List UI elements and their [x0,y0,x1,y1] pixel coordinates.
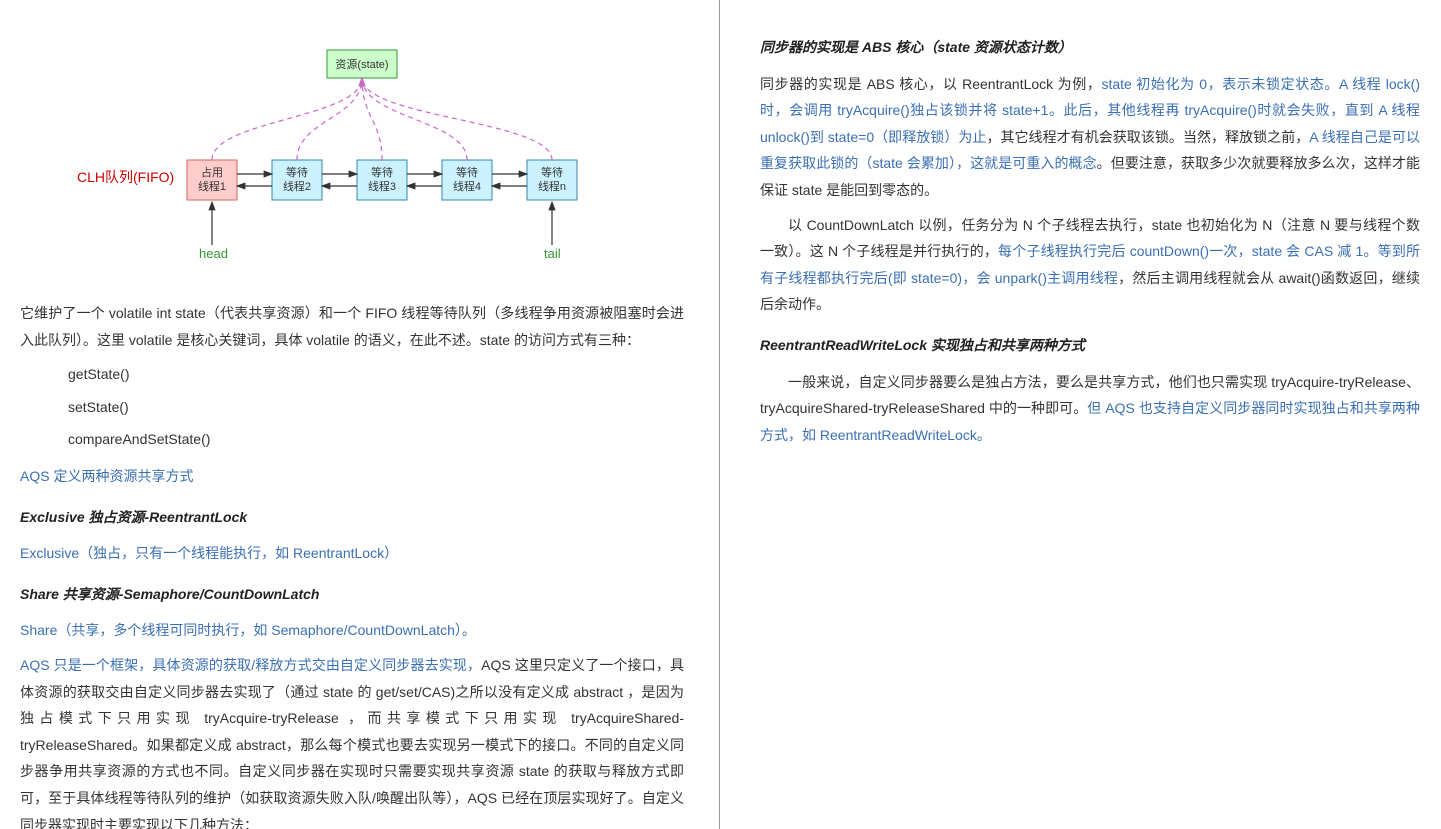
heading-share: Share 共享资源-Semaphore/CountDownLatch [20,581,684,608]
heading-rrwl: ReentrantReadWriteLock 实现独占和共享两种方式 [760,332,1420,359]
abs-paragraph-1: 同步器的实现是 ABS 核心，以 ReentrantLock 为例，state … [760,71,1420,204]
abs-seg3: ，其它线程才有机会获取该锁。当然，释放锁之前， [986,129,1309,145]
intro-paragraph: 它维护了一个 volatile int state（代表共享资源）和一个 FIF… [20,300,684,353]
svg-text:等待: 等待 [286,165,308,179]
abs-seg1: 同步器的实现是 ABS 核心，以 ReentrantLock 为例， [760,76,1101,92]
svg-text:等待: 等待 [371,165,393,179]
svg-text:线程3: 线程3 [368,179,396,193]
svg-text:线程2: 线程2 [283,179,311,193]
svg-text:head: head [199,246,228,261]
rrwl-paragraph: 一般来说，自定义同步器要么是独占方法，要么是共享方式，他们也只需实现 tryAc… [760,369,1420,449]
share-description: Share（共享，多个线程可同时执行，如 Semaphore/CountDown… [20,617,684,644]
svg-text:tail: tail [544,246,561,261]
svg-text:CLH队列(FIFO): CLH队列(FIFO) [77,169,174,185]
heading-abs-core: 同步器的实现是 ABS 核心（state 资源状态计数） [760,34,1420,61]
svg-text:等待: 等待 [541,165,563,179]
svg-text:占用: 占用 [201,165,223,179]
method-getState: getState() [68,361,684,388]
svg-text:等待: 等待 [456,165,478,179]
framework-rest: AQS 这里只定义了一个接口，具体资源的获取交由自定义同步器去实现了（通过 st… [20,657,684,829]
right-column: 同步器的实现是 ABS 核心（state 资源状态计数） 同步器的实现是 ABS… [720,0,1440,829]
heading-exclusive: Exclusive 独占资源-ReentrantLock [20,504,684,531]
left-column: 资源(state)占用线程1等待线程2等待线程3等待线程4等待线程nCLH队列(… [0,0,720,829]
heading-aqs-share-modes: AQS 定义两种资源共享方式 [20,463,684,490]
framework-lead: AQS 只是一个框架，具体资源的获取/释放方式交由自定义同步器去实现， [20,657,481,673]
exclusive-description: Exclusive（独占，只有一个线程能执行，如 ReentrantLock） [20,540,684,567]
method-setState: setState() [68,394,684,421]
svg-text:线程1: 线程1 [198,179,226,193]
method-compareAndSetState: compareAndSetState() [68,426,684,453]
clh-queue-diagram: 资源(state)占用线程1等待线程2等待线程3等待线程4等待线程nCLH队列(… [72,40,632,270]
countdownlatch-paragraph: 以 CountDownLatch 以例，任务分为 N 个子线程去执行，state… [760,212,1420,318]
svg-text:线程4: 线程4 [453,179,481,193]
framework-paragraph: AQS 只是一个框架，具体资源的获取/释放方式交由自定义同步器去实现，AQS 这… [20,652,684,829]
svg-text:线程n: 线程n [538,179,566,193]
svg-text:资源(state): 资源(state) [335,57,388,71]
